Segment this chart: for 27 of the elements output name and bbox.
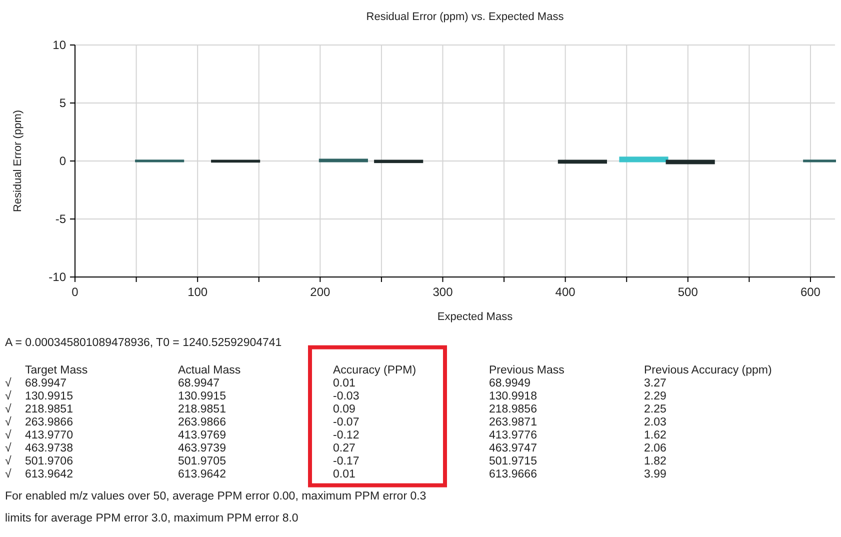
text: √ 501.9706 501.9705 -0.17 501.9715 1.82 [5, 455, 666, 468]
text: √ 413.9770 413.9769 -0.12 413.9776 1.62 [5, 429, 666, 442]
x-tick-label: 400 [555, 285, 576, 299]
y-tick-label: -5 [55, 212, 66, 226]
x-axis-title: Expected Mass [437, 311, 514, 323]
text: limits for average PPM error 3.0, maximum PPM error 8.0 [5, 512, 298, 525]
text: √ 68.9947 68.9947 0.01 68.9949 3.27 [5, 377, 666, 390]
y-tick-label: 5 [59, 96, 66, 110]
text: √ 263.9866 263.9866 -0.07 263.9871 2.03 [5, 416, 666, 428]
x-tick-label: 100 [188, 285, 208, 299]
x-tick-label: 500 [678, 285, 698, 299]
x-tick-label: 600 [800, 285, 821, 299]
text: √ 613.9642 613.9642 0.01 613.9666 3.99 [5, 468, 666, 480]
y-tick-label: 10 [52, 38, 66, 52]
text: For enabled m/z values over 50, average PPM error 0.00, maximum PPM error 0.3 [5, 490, 426, 502]
y-axis-title: Residual Error (ppm) [12, 110, 24, 212]
text: √ 130.9915 130.9915 -0.03 130.9918 2.29 [5, 390, 666, 402]
y-tick-label: -10 [48, 270, 66, 284]
y-tick-label: 0 [59, 154, 66, 168]
x-tick-label: 200 [310, 285, 330, 299]
x-tick-label: 0 [72, 285, 79, 299]
text: √ 218.9851 218.9851 0.09 218.9856 2.25 [5, 403, 666, 416]
text: Target Mass Actual Mass Accuracy (PPM) Previous Mass Previous Accuracy (ppm) [25, 364, 772, 376]
x-tick-label: 300 [432, 285, 454, 299]
text: A = 0.000345801089478936, T0 = 1240.52592904741 [5, 337, 282, 349]
text: √ 463.9738 463.9739 0.27 463.9747 2.06 [5, 442, 666, 454]
chart-title: Residual Error (ppm) vs. Expected Mass [366, 11, 564, 23]
